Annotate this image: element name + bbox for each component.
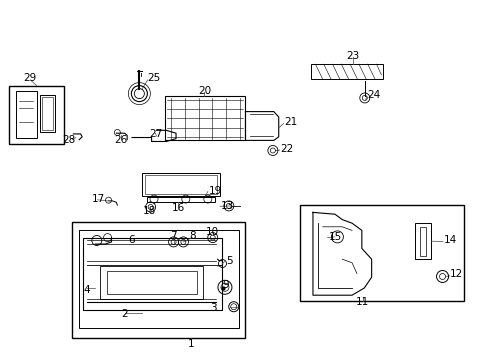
Bar xyxy=(144,175,217,194)
Text: 3: 3 xyxy=(210,303,217,313)
Text: 9: 9 xyxy=(222,280,229,290)
Bar xyxy=(142,173,220,196)
Text: 14: 14 xyxy=(443,235,456,246)
Bar xyxy=(106,271,196,294)
Text: 8: 8 xyxy=(188,231,195,241)
Bar xyxy=(42,97,53,130)
Text: 20: 20 xyxy=(198,86,210,96)
Bar xyxy=(300,205,463,301)
Text: 16: 16 xyxy=(171,203,185,213)
Text: 13: 13 xyxy=(221,201,234,211)
Text: 11: 11 xyxy=(355,297,369,307)
Text: 24: 24 xyxy=(367,90,380,100)
Text: 28: 28 xyxy=(61,135,75,145)
Text: 5: 5 xyxy=(225,256,232,266)
Text: 12: 12 xyxy=(449,269,462,279)
Text: 4: 4 xyxy=(83,285,90,295)
Bar xyxy=(40,95,55,132)
Bar xyxy=(16,91,37,138)
Bar xyxy=(9,86,63,144)
Text: 21: 21 xyxy=(284,117,297,127)
Bar xyxy=(83,238,222,310)
Bar xyxy=(146,197,215,202)
Bar xyxy=(165,96,244,140)
Text: 17: 17 xyxy=(92,194,105,204)
Text: 18: 18 xyxy=(142,206,156,216)
Text: 22: 22 xyxy=(280,144,293,154)
Text: 23: 23 xyxy=(346,51,359,61)
Text: 1: 1 xyxy=(187,339,194,349)
Bar xyxy=(72,222,244,338)
Text: 27: 27 xyxy=(148,129,162,139)
Text: 15: 15 xyxy=(328,232,341,242)
Bar xyxy=(100,266,203,299)
Bar xyxy=(419,227,426,256)
Bar xyxy=(310,64,383,79)
Bar xyxy=(414,223,430,259)
Bar xyxy=(79,230,238,328)
Text: 29: 29 xyxy=(23,73,37,84)
Text: 2: 2 xyxy=(121,309,128,319)
Text: 19: 19 xyxy=(209,186,222,196)
Text: 10: 10 xyxy=(206,227,219,237)
Text: 7: 7 xyxy=(170,231,177,241)
Text: 25: 25 xyxy=(147,73,161,84)
Text: 6: 6 xyxy=(128,235,135,246)
Text: 26: 26 xyxy=(114,135,128,145)
